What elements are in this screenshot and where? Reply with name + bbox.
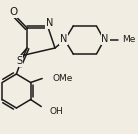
Text: N: N [101, 34, 109, 44]
Text: OH: OH [50, 107, 64, 116]
Text: OMe: OMe [53, 74, 73, 83]
Text: S: S [16, 56, 22, 66]
Text: N: N [46, 18, 53, 28]
Text: Me: Me [123, 36, 136, 44]
Text: O: O [9, 7, 18, 17]
Text: N: N [60, 34, 67, 44]
